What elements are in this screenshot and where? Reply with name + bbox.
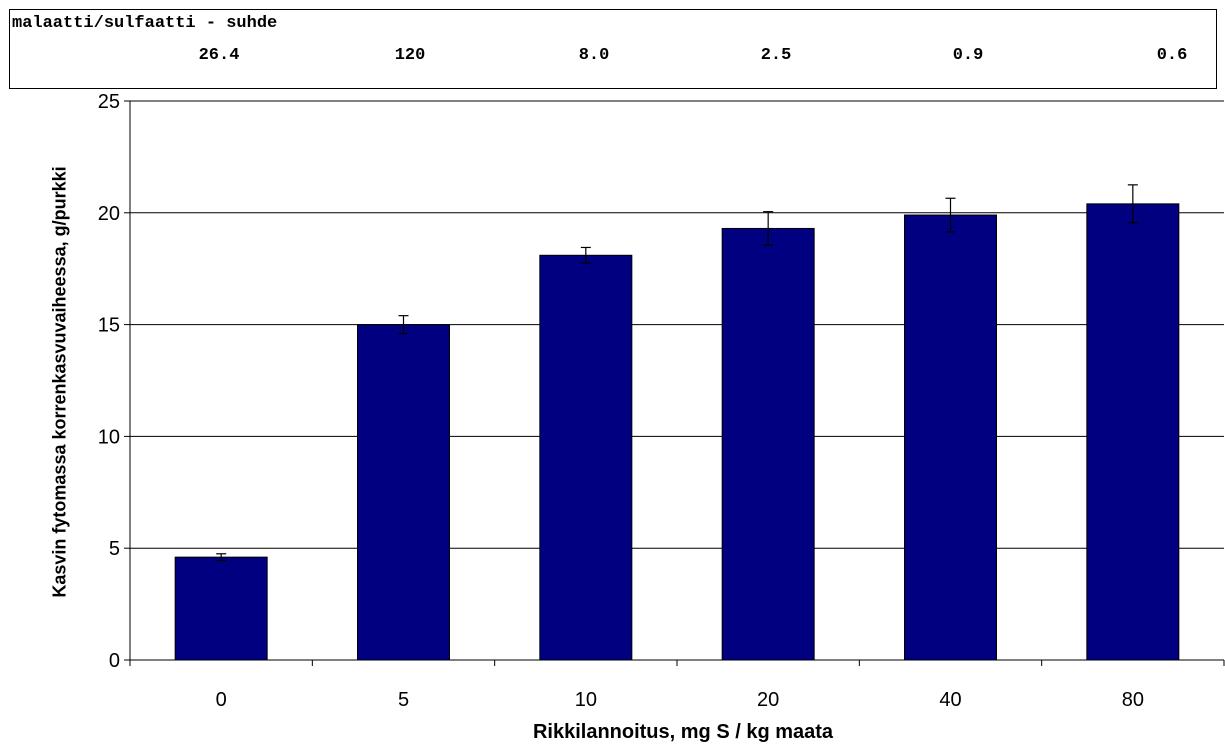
y-tick-label: 15: [98, 315, 120, 337]
x-tick-label: 5: [398, 689, 409, 711]
ratio-value: 0.9: [952, 46, 984, 65]
x-tick-label: 20: [757, 689, 779, 711]
ratio-value: 120: [394, 46, 426, 65]
x-tick-label: 0: [216, 689, 227, 711]
y-tick-label: 0: [109, 650, 120, 672]
ratio-table-title: malaatti/sulfaatti - suhde: [12, 14, 278, 33]
ratio-value: 0.6: [1156, 46, 1188, 65]
bar: [174, 556, 268, 661]
x-tick-label: 10: [575, 689, 597, 711]
x-axis-label: Rikkilannoitus, mg S / kg maata: [532, 721, 834, 743]
bar: [357, 324, 450, 661]
bar: [904, 214, 997, 661]
ratio-value: 2.5: [760, 46, 792, 65]
ratio-value: 8.0: [578, 46, 610, 65]
x-tick-label: 40: [939, 689, 961, 711]
bar: [1086, 203, 1180, 661]
bar: [539, 254, 633, 661]
y-tick-label: 20: [98, 203, 120, 225]
y-tick-label: 5: [109, 538, 120, 560]
ratio-table: malaatti/sulfaatti - suhde 26.4 120 8.0 …: [9, 9, 1217, 89]
y-axis-label: Kasvin fytomassa korrenkasvuvaiheessa, g…: [49, 166, 70, 598]
bar: [721, 227, 815, 661]
x-tick-label: 80: [1122, 689, 1144, 711]
y-tick-label: 25: [98, 91, 120, 113]
ratio-value: 26.4: [198, 46, 240, 65]
y-tick-label: 10: [98, 426, 120, 448]
